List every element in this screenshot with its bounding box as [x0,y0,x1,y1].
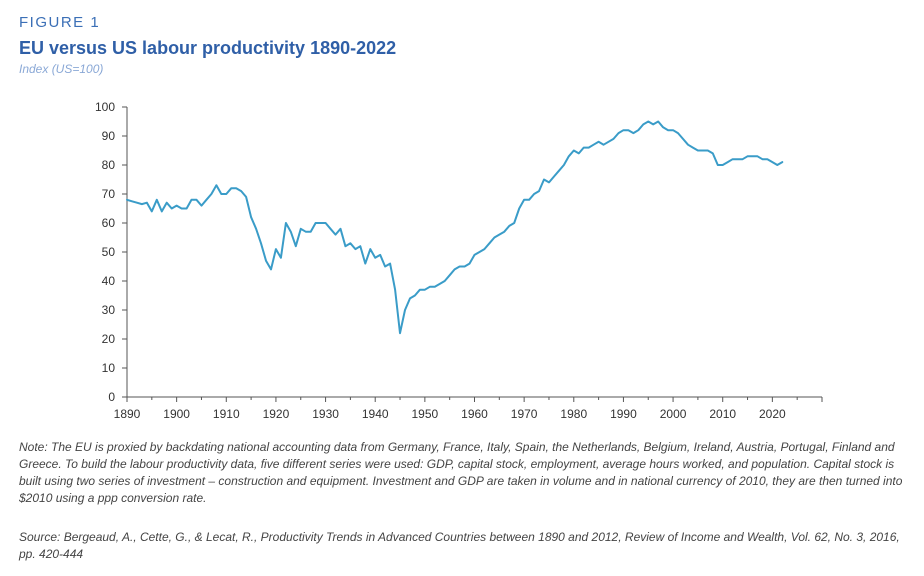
chart-note: Note: The EU is proxied by backdating na… [19,440,903,505]
series-line-0 [126,120,784,335]
figure-label: FIGURE 1 [19,14,101,31]
y-tick-label: 20 [102,332,116,346]
x-tick-label: 2000 [660,407,687,421]
x-tick-label: 1970 [511,407,538,421]
chart-axes [122,106,823,402]
x-tick-label: 1950 [412,407,439,421]
x-tick-label: 2010 [709,407,736,421]
chart-tick-labels: 0 10 20 30 40 50 60 70 80 90 100 1890 1900 1910 1920 19… [95,100,786,421]
x-tick-label: 1890 [114,407,141,421]
y-tick-label: 90 [102,129,116,143]
chart-subtitle: Index (US=100) [19,62,104,76]
x-tick-label: 1960 [461,407,488,421]
x-tick-label: 2020 [759,407,786,421]
y-tick-label: 10 [102,361,116,375]
chart-series [126,120,784,335]
y-tick-label: 0 [108,390,115,404]
y-tick-label: 40 [102,274,116,288]
chart-title: EU versus US labour productivity 1890-20… [19,38,397,58]
x-tick-label: 1910 [213,407,240,421]
x-tick-label: 1920 [263,407,290,421]
y-tick-label: 100 [95,100,115,114]
y-tick-label: 30 [102,303,116,317]
y-tick-label: 80 [102,158,116,172]
y-tick-label: 70 [102,187,116,201]
chart-source: Source: Bergeaud, A., Cette, G., & Lecat… [19,530,900,561]
y-tick-label: 60 [102,216,116,230]
x-tick-label: 1930 [312,407,339,421]
x-tick-label: 1900 [163,407,190,421]
line-chart: 0 10 20 30 40 50 60 70 80 90 100 1890 1900 1910 1920 19… [95,100,823,421]
y-tick-label: 50 [102,245,116,259]
x-tick-label: 1940 [362,407,389,421]
x-tick-label: 1990 [610,407,637,421]
x-tick-label: 1980 [560,407,587,421]
